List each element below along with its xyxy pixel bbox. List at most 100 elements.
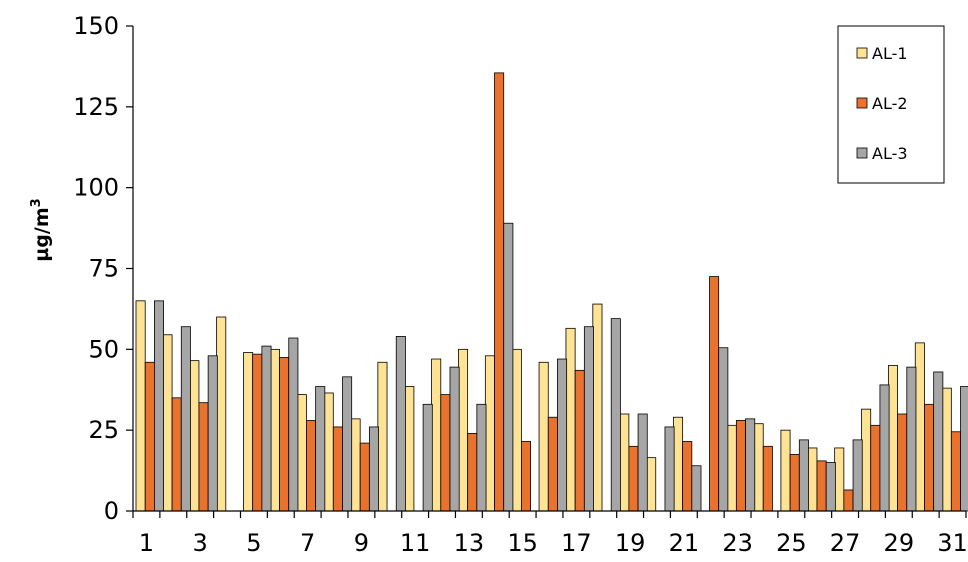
bar-al-1-day-6 (269, 348, 280, 512)
bar-al-1-day-10 (377, 361, 388, 512)
bar-al-3-day-3 (207, 355, 218, 512)
bar-al-2-day-30 (924, 403, 935, 512)
bar-al-1-day-19 (619, 413, 630, 512)
bar-al-2-day-31 (950, 431, 961, 512)
x-tick-label: 13 (454, 529, 485, 557)
bar-al-2-day-15 (520, 441, 531, 512)
bar-al-2-day-27 (843, 489, 854, 512)
bar-al-3-day-17 (583, 326, 594, 512)
bar-al-2-day-13 (467, 432, 478, 512)
bar-al-2-day-12 (440, 394, 451, 512)
bar-al-3-day-18 (610, 318, 621, 512)
bar-al-3-day-23 (745, 418, 756, 512)
bar-al-2-day-24 (762, 445, 773, 512)
bar-al-2-day-29 (897, 413, 908, 512)
bar-al-3-day-13 (476, 403, 487, 512)
bar-al-2-day-16 (547, 416, 558, 512)
x-tick-label: 15 (507, 529, 538, 557)
y-tick-label: 50 (88, 335, 119, 363)
bar-al-2-day-7 (306, 420, 317, 512)
bar-al-2-day-8 (332, 426, 343, 512)
bar-al-1-day-23 (726, 424, 737, 512)
bar-al-3-day-20 (664, 426, 675, 512)
bar-al-1-day-18 (592, 303, 603, 512)
bar-al-2-day-28 (870, 424, 881, 512)
bar-al-3-day-29 (906, 366, 917, 512)
bar-al-3-day-8 (342, 376, 353, 512)
y-tick-label: 100 (73, 174, 119, 202)
bar-al-3-day-7 (315, 386, 326, 512)
y-tick-label: 75 (88, 255, 119, 283)
bar-al-1-day-31 (941, 387, 952, 512)
bar-al-2-day-14 (494, 72, 505, 512)
bar-al-3-day-12 (449, 366, 460, 512)
bar-al-1-day-29 (887, 365, 898, 512)
bar-al-1-day-2 (162, 334, 173, 512)
bar-al-1-day-11 (404, 386, 415, 512)
y-tick-label: 0 (104, 497, 119, 525)
bar-al-1-day-7 (296, 394, 307, 512)
bar-al-3-day-6 (288, 337, 299, 512)
bar-al-3-day-9 (368, 426, 379, 512)
bar-al-1-day-13 (458, 348, 469, 512)
x-tick-label: 11 (400, 529, 431, 557)
bar-al-3-day-10 (395, 335, 406, 512)
bar-al-2-day-25 (789, 454, 800, 512)
x-tick-label: 19 (615, 529, 646, 557)
y-axis-label: µg/m3 (29, 198, 53, 261)
legend-label-al-2: AL-2 (872, 94, 908, 113)
x-tick-label: 23 (722, 529, 753, 557)
legend-swatch-al-2 (856, 97, 868, 109)
x-tick-label: 29 (884, 529, 915, 557)
bar-al-2-day-17 (574, 369, 585, 512)
bar-al-3-day-22 (718, 347, 729, 512)
x-tick-label: 1 (139, 529, 154, 557)
x-tick-label: 27 (830, 529, 861, 557)
bar-al-1-day-3 (189, 360, 200, 512)
bar-al-2-day-2 (171, 397, 182, 512)
bar-al-1-day-4 (216, 316, 227, 512)
bar-al-1-day-16 (538, 361, 549, 512)
bar-al-3-day-14 (503, 222, 514, 512)
bar-al-1-day-21 (673, 416, 684, 512)
bar-al-1-day-26 (807, 447, 818, 512)
legend-swatch-al-1 (856, 47, 868, 59)
bar-al-1-day-15 (511, 348, 522, 512)
bar-al-2-day-21 (682, 441, 693, 512)
bar-al-3-day-5 (261, 345, 272, 512)
x-tick-label: 17 (561, 529, 592, 557)
y-tick-label: 150 (73, 12, 119, 40)
bar-al-1-day-8 (323, 392, 334, 512)
bar-al-3-day-30 (933, 371, 944, 512)
x-tick-label: 31 (937, 529, 968, 557)
bar-al-2-day-1 (144, 361, 155, 512)
bar-al-3-day-11 (422, 403, 433, 512)
bar-al-1-day-9 (350, 418, 361, 512)
legend-box (837, 25, 945, 184)
x-tick-label: 21 (669, 529, 700, 557)
legend-swatch-al-3 (856, 147, 868, 159)
legend-label-al-3: AL-3 (872, 144, 908, 163)
bar-al-3-day-26 (825, 462, 836, 512)
bar-al-2-day-9 (359, 442, 370, 512)
bar-al-1-day-5 (243, 352, 254, 512)
bar-al-3-day-2 (180, 326, 191, 512)
bar-al-1-day-1 (135, 300, 146, 512)
x-tick-label: 9 (354, 529, 369, 557)
x-tick-label: 5 (246, 529, 261, 557)
bar-al-2-day-3 (198, 402, 209, 512)
bar-al-2-day-19 (628, 445, 639, 512)
bar-al-3-day-19 (637, 413, 648, 512)
x-tick-label: 25 (776, 529, 807, 557)
bar-al-2-day-6 (279, 357, 290, 512)
y-tick-label: 125 (73, 93, 119, 121)
x-tick-label: 7 (300, 529, 315, 557)
bar-al-1-day-30 (914, 342, 925, 512)
bar-al-1-day-20 (646, 457, 657, 512)
bar-al-1-day-17 (565, 327, 576, 512)
legend-label-al-1: AL-1 (872, 44, 908, 63)
bar-al-1-day-24 (753, 423, 764, 512)
bar-al-1-day-12 (431, 358, 442, 512)
